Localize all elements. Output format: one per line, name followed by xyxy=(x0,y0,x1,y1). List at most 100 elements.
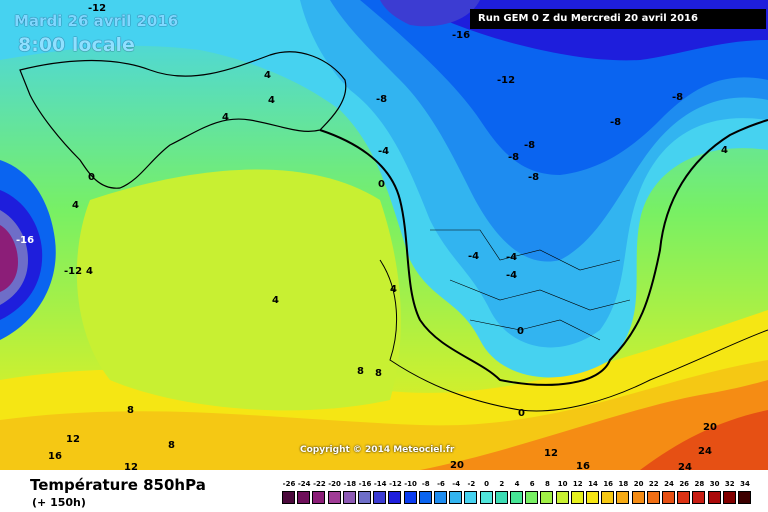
isotherm-label: 0 xyxy=(517,326,524,337)
isotherm-label: -16 xyxy=(452,30,471,41)
legend-swatch xyxy=(646,491,660,504)
legend-swatch xyxy=(297,491,311,504)
isotherm-label: 4 xyxy=(86,266,93,277)
isotherm-label: -4 xyxy=(468,251,480,262)
isotherm-label: 16 xyxy=(576,461,590,470)
isotherm-label: 12 xyxy=(124,462,138,470)
legend-label: -2 xyxy=(467,480,476,488)
isotherm-label: 0 xyxy=(518,408,525,419)
legend-swatch xyxy=(373,491,387,504)
legend-swatch xyxy=(555,491,569,504)
isotherm-label: 8 xyxy=(375,368,382,379)
isotherm-label: 12 xyxy=(544,448,558,459)
copyright: Copyright © 2014 Meteociel.fr xyxy=(300,445,455,455)
isotherm-label: 12 xyxy=(66,434,80,445)
legend-swatch xyxy=(677,491,691,504)
map-date: Mardi 26 avril 2016 xyxy=(14,12,179,30)
isotherm-label: -4 xyxy=(378,146,390,157)
arctic-pocket xyxy=(380,0,480,27)
legend-swatch xyxy=(540,491,554,504)
isotherm-label: 4 xyxy=(222,112,229,123)
isotherm-label: -16 xyxy=(16,235,35,246)
legend-swatch xyxy=(707,491,721,504)
legend-swatch xyxy=(570,491,584,504)
isotherm-label: 8 xyxy=(127,405,134,416)
legend-swatch xyxy=(327,491,341,504)
legend-swatch xyxy=(418,491,432,504)
legend-label: 34 xyxy=(740,480,750,488)
legend-label: -20 xyxy=(328,480,341,488)
coast-outline-south xyxy=(379,259,768,412)
legend-label: 26 xyxy=(679,480,690,488)
isotherm-label: 4 xyxy=(390,284,397,295)
legend-label: 16 xyxy=(603,480,614,488)
legend-swatch xyxy=(358,491,371,504)
legend-swatch xyxy=(449,491,463,504)
map-canvas xyxy=(0,0,768,470)
isotherm-label: 4 xyxy=(72,200,79,211)
isotherm-label: -4 xyxy=(506,270,518,281)
legend-label: 22 xyxy=(648,480,659,488)
isotherm-label: 16 xyxy=(48,451,62,462)
legend-label: 2 xyxy=(499,480,505,488)
legend-label: -16 xyxy=(358,480,372,488)
isotherm-label: 4 xyxy=(721,145,728,156)
mild-tongue xyxy=(76,169,401,411)
legend-label: -8 xyxy=(421,480,430,488)
legend-label: -18 xyxy=(343,480,357,488)
legend-label: 30 xyxy=(709,480,720,488)
isotherm-label: 24 xyxy=(678,462,692,470)
land-outline-europe xyxy=(319,119,768,386)
legend-swatch xyxy=(479,491,493,504)
legend-label: 28 xyxy=(694,480,705,488)
legend-swatch xyxy=(434,491,447,504)
borders xyxy=(430,229,631,341)
legend-swatch xyxy=(616,491,630,504)
isotherm-label: -8 xyxy=(610,117,622,128)
isotherm-label: 0 xyxy=(378,179,385,190)
legend-swatch xyxy=(662,491,675,504)
isotherm-label: 4 xyxy=(268,95,275,106)
legend-label: 14 xyxy=(588,480,598,488)
legend-swatch xyxy=(722,491,736,504)
legend-swatch xyxy=(494,491,508,504)
legend-label: -10 xyxy=(404,480,417,488)
map-time: 8:00 locale xyxy=(18,34,135,56)
isotherm-label: -8 xyxy=(376,94,388,105)
color-scale-legend: -26 -24 -22 -20 -18 -16 -14 -12 -10 -8 -6 -4 -2 0 2 4 6 8… xyxy=(282,480,752,508)
legend-swatch xyxy=(282,491,295,504)
isotherm-label: 24 xyxy=(698,446,712,457)
legend-label: -6 xyxy=(437,480,445,488)
isotherm-label: -12 xyxy=(64,266,83,277)
legend-label: -22 xyxy=(313,480,326,488)
legend-label: -12 xyxy=(389,480,402,488)
legend-swatch xyxy=(388,491,402,504)
isotherm-label: 4 xyxy=(264,70,271,81)
isotherm-label: -8 xyxy=(672,92,684,103)
run-info: Run GEM 0 Z du Mercredi 20 avril 2016 xyxy=(470,9,766,29)
isotherm-label: -8 xyxy=(508,152,520,163)
legend-label: 4 xyxy=(514,480,520,488)
isotherm-label: 8 xyxy=(357,366,364,377)
isotherm-label: -12 xyxy=(88,3,107,14)
isotherm-label: -12 xyxy=(497,75,516,86)
legend-swatch xyxy=(586,491,599,504)
isotherm-label: 0 xyxy=(88,172,95,183)
hot-core xyxy=(640,410,768,470)
legend-label: 24 xyxy=(664,480,674,488)
legend-label: 32 xyxy=(724,480,735,488)
legend-label: 12 xyxy=(572,480,583,488)
legend-label: -4 xyxy=(452,480,461,488)
legend-label: -26 xyxy=(282,480,296,488)
legend-label: 18 xyxy=(618,480,629,488)
legend-swatch xyxy=(342,491,356,504)
legend-swatch xyxy=(692,491,706,504)
temperature-map: Mardi 26 avril 2016 8:00 locale Run GEM … xyxy=(0,0,768,470)
legend-label: 20 xyxy=(633,480,644,488)
isotherm-label: 8 xyxy=(168,440,175,451)
legend-swatch xyxy=(464,491,478,504)
legend-label: 8 xyxy=(544,480,550,488)
legend-label: -14 xyxy=(373,480,387,488)
legend-label: 10 xyxy=(557,480,568,488)
legend-label: 0 xyxy=(484,480,490,488)
